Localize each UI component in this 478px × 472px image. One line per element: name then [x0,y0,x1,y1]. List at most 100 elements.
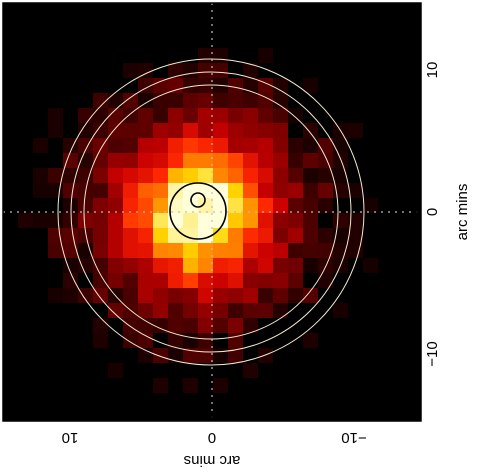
count-pixel [333,303,348,318]
count-pixel [273,273,288,288]
count-pixel [78,168,93,183]
count-pixel [123,138,138,153]
outer-ring-large [57,58,365,366]
count-pixel [258,168,273,183]
count-pixel [123,288,138,303]
count-pixel [78,138,93,153]
count-pixel [333,228,348,243]
count-pixel [168,348,183,363]
count-pixel [243,303,258,318]
count-pixel [138,243,153,258]
count-pixel [273,228,288,243]
count-pixel [93,243,108,258]
count-pixel [78,228,93,243]
count-pixel [213,123,228,138]
count-pixel [228,303,243,318]
count-pixel [198,108,213,123]
count-pixel [183,138,198,153]
count-pixel [288,138,303,153]
count-pixel [138,198,153,213]
count-pixel [273,183,288,198]
count-pixel [168,93,183,108]
count-pixel [258,288,273,303]
count-pixel [273,108,288,123]
count-pixel [123,318,138,333]
count-pixel [303,138,318,153]
count-pixel [18,213,33,228]
count-pixel [108,228,123,243]
count-pixel [33,138,48,153]
count-pixel [318,183,333,198]
count-pixel [198,123,213,138]
count-pixel [168,153,183,168]
count-pixel [258,243,273,258]
count-pixel [123,93,138,108]
count-pixel [258,183,273,198]
count-pixel [213,108,228,123]
count-pixel [138,333,153,348]
count-pixel [78,123,93,138]
count-pixel [123,63,138,78]
count-pixel [228,108,243,123]
count-pixel [243,138,258,153]
count-pixel [138,138,153,153]
count-pixel [228,318,243,333]
count-map-pixels [18,48,378,393]
count-pixel [153,183,168,198]
count-pixel [183,168,198,183]
count-pixel [168,183,183,198]
count-pixel [243,198,258,213]
count-pixel [333,153,348,168]
count-pixel [243,183,258,198]
count-pixel [333,168,348,183]
count-pixel [63,243,78,258]
count-pixel [303,198,318,213]
count-pixel [123,228,138,243]
count-pixel [228,243,243,258]
count-pixel [153,168,168,183]
count-pixel [228,228,243,243]
count-pixel [168,168,183,183]
count-pixel [183,258,198,273]
count-pixel [273,123,288,138]
count-pixel [93,138,108,153]
count-pixel [213,348,228,363]
count-pixel [273,93,288,108]
count-pixel [213,183,228,198]
count-pixel [108,273,123,288]
count-pixel [273,78,288,93]
count-pixel [243,243,258,258]
count-pixel [123,273,138,288]
count-pixel [243,63,258,78]
count-pixel [318,228,333,243]
count-pixel [153,318,168,333]
count-pixel [153,273,168,288]
count-pixel [153,153,168,168]
count-pixel [258,258,273,273]
count-pixel [48,168,63,183]
count-pixel [213,213,228,228]
count-pixel [348,228,363,243]
bottom-axis-label: arc mins [184,452,241,469]
outer-ring-small [83,84,339,340]
count-pixel [198,318,213,333]
count-pixel [78,213,93,228]
count-pixel [183,213,198,228]
count-pixel [78,258,93,273]
count-pixel [243,318,258,333]
count-pixel [108,303,123,318]
count-pixel [138,318,153,333]
count-pixel [258,213,273,228]
count-pixel [243,288,258,303]
count-pixel [243,153,258,168]
count-pixel [198,333,213,348]
count-pixel [333,213,348,228]
count-pixel [33,213,48,228]
count-pixel [243,258,258,273]
count-pixel [318,198,333,213]
count-pixel [48,243,63,258]
count-pixel [228,288,243,303]
count-pixel [153,303,168,318]
count-pixel [228,333,243,348]
count-pixel [228,78,243,93]
